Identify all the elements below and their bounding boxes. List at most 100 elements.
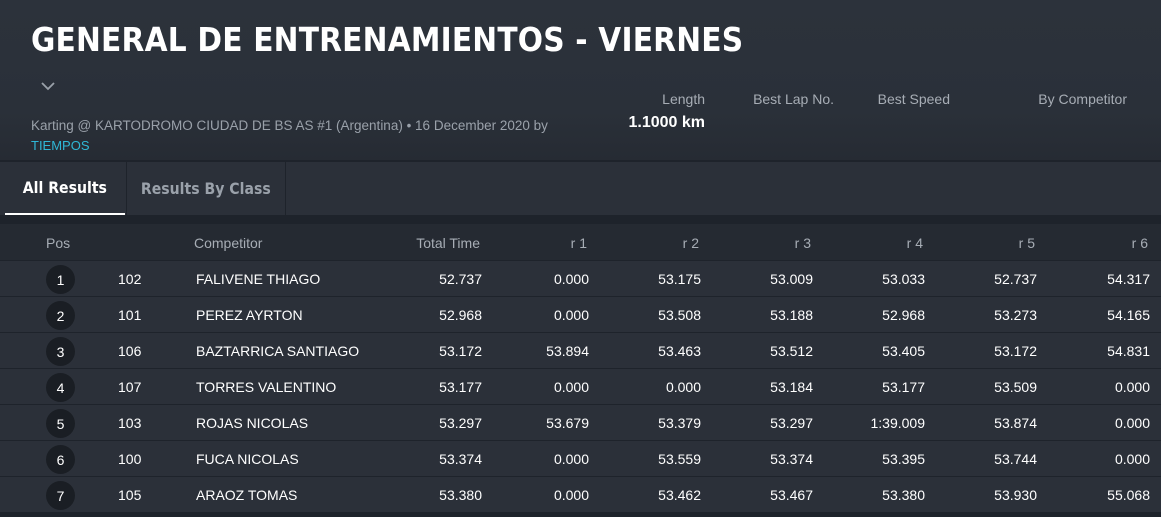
lap-time-r5: 52.737 xyxy=(994,271,1037,287)
column-header-competitor[interactable]: Competitor xyxy=(194,235,263,251)
competitor-name[interactable]: PEREZ AYRTON xyxy=(196,307,303,323)
page-title: GENERAL DE ENTRENAMIENTOS - VIERNES xyxy=(31,20,744,59)
table-row[interactable]: 5 103 ROJAS NICOLAS 53.297 53.679 53.379… xyxy=(0,405,1161,441)
kart-number: 103 xyxy=(118,415,142,431)
lap-time-r6: 0.000 xyxy=(1114,379,1150,395)
competitor-name[interactable]: ARAOZ TOMAS xyxy=(196,487,298,503)
table-row[interactable]: 1 102 FALIVENE THIAGO 52.737 0.000 53.17… xyxy=(0,261,1161,297)
lap-time-r5: 53.509 xyxy=(994,379,1037,395)
position-badge: 6 xyxy=(46,445,75,474)
lap-time-r2: 53.508 xyxy=(658,307,701,323)
table-row[interactable]: 2 101 PEREZ AYRTON 52.968 0.000 53.508 5… xyxy=(0,297,1161,333)
stat-best-lap: Best Lap No. xyxy=(753,91,834,114)
competitor-name[interactable]: ROJAS NICOLAS xyxy=(196,415,309,431)
lap-time-r4: 53.395 xyxy=(882,451,925,467)
lap-time-r3: 53.467 xyxy=(770,487,813,503)
lap-time-r6: 0.000 xyxy=(1114,415,1150,431)
lap-time-r6: 54.165 xyxy=(1107,307,1150,323)
results-table-header: Pos Competitor Total Time r 1 r 2 r 3 r … xyxy=(0,224,1161,260)
event-meta: Karting @ KARTODROMO CIUDAD DE BS AS #1 … xyxy=(31,118,548,133)
lap-time-r2: 53.463 xyxy=(658,343,701,359)
tab-results-by-class[interactable]: Results By Class xyxy=(126,162,286,215)
lap-time-r3: 53.374 xyxy=(770,451,813,467)
table-row[interactable]: 6 100 FUCA NICOLAS 53.374 0.000 53.559 5… xyxy=(0,441,1161,477)
position-badge: 5 xyxy=(46,409,75,438)
competitor-name[interactable]: BAZTARRICA SANTIAGO xyxy=(196,343,360,359)
total-time: 53.380 xyxy=(439,487,482,503)
stat-length: Length 1.1000 km xyxy=(628,91,705,132)
lap-time-r1: 0.000 xyxy=(553,451,589,467)
competitor-name[interactable]: FALIVENE THIAGO xyxy=(196,271,321,287)
tab-label: All Results xyxy=(22,178,108,197)
column-header-pos[interactable]: Pos xyxy=(46,235,71,251)
results-tabs: All Results Results By Class xyxy=(0,162,1161,215)
stat-by-competitor: By Competitor xyxy=(1038,91,1127,114)
lap-time-r3: 53.184 xyxy=(770,379,813,395)
table-row[interactable]: 4 107 TORRES VALENTINO 53.177 0.000 0.00… xyxy=(0,369,1161,405)
column-header-r1[interactable]: r 1 xyxy=(570,235,587,251)
total-time: 52.968 xyxy=(439,307,482,323)
table-row[interactable]: 3 106 BAZTARRICA SANTIAGO 53.172 53.894 … xyxy=(0,333,1161,369)
kart-number: 107 xyxy=(118,379,142,395)
position-badge: 4 xyxy=(46,373,75,402)
lap-time-r3: 53.188 xyxy=(770,307,813,323)
stat-label: Best Lap No. xyxy=(753,91,834,107)
lap-time-r3: 53.512 xyxy=(770,343,813,359)
lap-time-r6: 55.068 xyxy=(1107,487,1150,503)
competitor-name[interactable]: FUCA NICOLAS xyxy=(196,451,299,467)
kart-number: 101 xyxy=(118,307,142,323)
lap-time-r1: 0.000 xyxy=(553,307,589,323)
column-header-r4[interactable]: r 4 xyxy=(906,235,923,251)
lap-time-r5: 53.874 xyxy=(994,415,1037,431)
lap-time-r6: 54.831 xyxy=(1107,343,1150,359)
lap-time-r2: 53.175 xyxy=(658,271,701,287)
lap-time-r5: 53.273 xyxy=(994,307,1037,323)
lap-time-r6: 54.317 xyxy=(1107,271,1150,287)
lap-time-r4: 53.380 xyxy=(882,487,925,503)
stat-label: By Competitor xyxy=(1038,91,1127,107)
kart-number: 105 xyxy=(118,487,142,503)
position-badge: 1 xyxy=(46,265,75,294)
total-time: 53.297 xyxy=(439,415,482,431)
total-time: 53.374 xyxy=(439,451,482,467)
position-badge: 3 xyxy=(46,337,75,366)
kart-number: 106 xyxy=(118,343,142,359)
column-header-total-time[interactable]: Total Time xyxy=(416,235,480,251)
kart-number: 100 xyxy=(118,451,142,467)
column-header-r3[interactable]: r 3 xyxy=(794,235,811,251)
lap-time-r1: 53.679 xyxy=(546,415,589,431)
tab-label: Results By Class xyxy=(141,179,271,198)
lap-time-r4: 53.033 xyxy=(882,271,925,287)
stat-best-speed: Best Speed xyxy=(878,91,950,114)
lap-time-r4: 1:39.009 xyxy=(870,415,926,431)
lap-time-r1: 53.894 xyxy=(546,343,589,359)
column-header-r5[interactable]: r 5 xyxy=(1018,235,1035,251)
lap-time-r1: 0.000 xyxy=(553,271,589,287)
stat-value: 1.1000 km xyxy=(628,114,705,131)
tab-all-results[interactable]: All Results xyxy=(5,162,125,215)
kart-number: 102 xyxy=(118,271,142,287)
stat-label: Best Speed xyxy=(877,91,950,107)
lap-time-r4: 53.177 xyxy=(882,379,925,395)
lap-time-r5: 53.930 xyxy=(994,487,1037,503)
lap-time-r3: 53.297 xyxy=(770,415,813,431)
total-time: 53.172 xyxy=(439,343,482,359)
organizer-link[interactable]: TIEMPOS xyxy=(31,138,90,153)
results-table-body: 1 102 FALIVENE THIAGO 52.737 0.000 53.17… xyxy=(0,261,1161,513)
column-header-r6[interactable]: r 6 xyxy=(1131,235,1148,251)
lap-time-r2: 53.379 xyxy=(658,415,701,431)
lap-time-r4: 52.968 xyxy=(882,307,925,323)
lap-time-r4: 53.405 xyxy=(882,343,925,359)
lap-time-r2: 0.000 xyxy=(665,379,701,395)
lap-time-r1: 0.000 xyxy=(553,487,589,503)
stat-label: Length xyxy=(662,91,705,107)
lap-time-r3: 53.009 xyxy=(770,271,813,287)
position-badge: 7 xyxy=(46,481,75,510)
column-header-r2[interactable]: r 2 xyxy=(682,235,699,251)
chevron-down-icon[interactable] xyxy=(40,80,56,92)
competitor-name[interactable]: TORRES VALENTINO xyxy=(196,379,337,395)
total-time: 53.177 xyxy=(439,379,482,395)
table-row[interactable]: 7 105 ARAOZ TOMAS 53.380 0.000 53.462 53… xyxy=(0,477,1161,513)
lap-time-r1: 0.000 xyxy=(553,379,589,395)
lap-time-r5: 53.172 xyxy=(994,343,1037,359)
